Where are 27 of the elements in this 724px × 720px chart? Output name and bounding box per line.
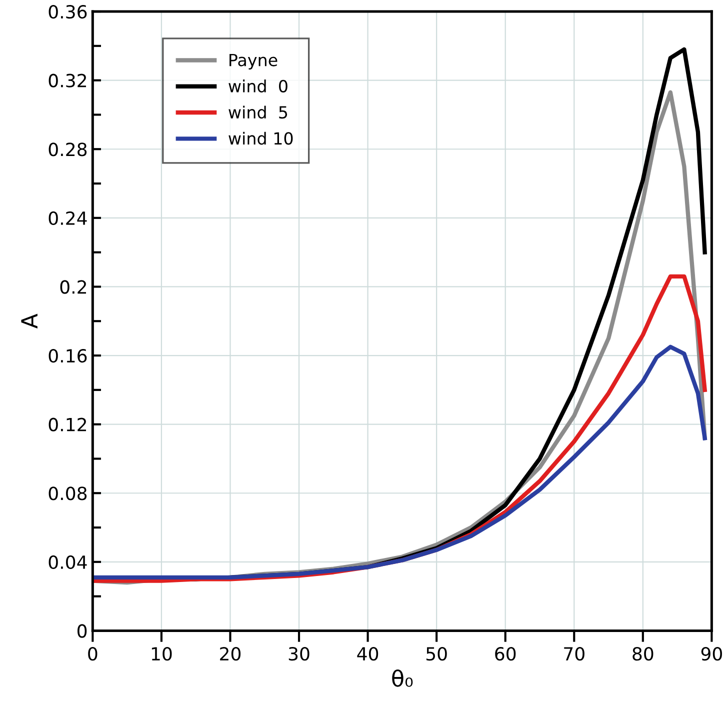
x-tick-label: 60 — [495, 647, 516, 661]
x-axis-title: θ₀ — [392, 670, 413, 687]
line-series — [92, 344, 707, 580]
x-tick-label: 0 — [88, 647, 98, 661]
x-tick-label: 20 — [220, 647, 241, 661]
y-tick-label: 0.32 — [48, 74, 86, 88]
y-tick-label: 0 — [78, 624, 87, 638]
y-tick-label: 0.36 — [48, 4, 87, 19]
x-tick-label: 70 — [564, 647, 584, 661]
y-tick-label: 0.24 — [48, 211, 87, 226]
y-tick-label: 0.04 — [48, 555, 87, 570]
x-tick-label: 40 — [357, 647, 378, 661]
y-tick-label: 0.2 — [60, 280, 86, 294]
legend-label: wind 5 — [228, 106, 288, 119]
x-tick-label: 10 — [152, 647, 172, 661]
y-tick-label: 0.28 — [48, 142, 87, 156]
legend-label: wind 10 — [228, 132, 293, 145]
y-tick-label: 0.16 — [48, 348, 87, 363]
y-tick-label: 0.08 — [48, 486, 87, 500]
legend-label: wind 0 — [228, 80, 288, 92]
x-tick-label: 90 — [701, 647, 722, 661]
legend-label: Payne — [230, 54, 278, 70]
x-tick-label: 30 — [288, 647, 310, 661]
x-tick-label: 80 — [632, 647, 654, 661]
y-axis-title: A — [21, 314, 38, 329]
y-tick-label: 0.12 — [48, 418, 86, 432]
x-tick-label: 50 — [426, 647, 447, 661]
